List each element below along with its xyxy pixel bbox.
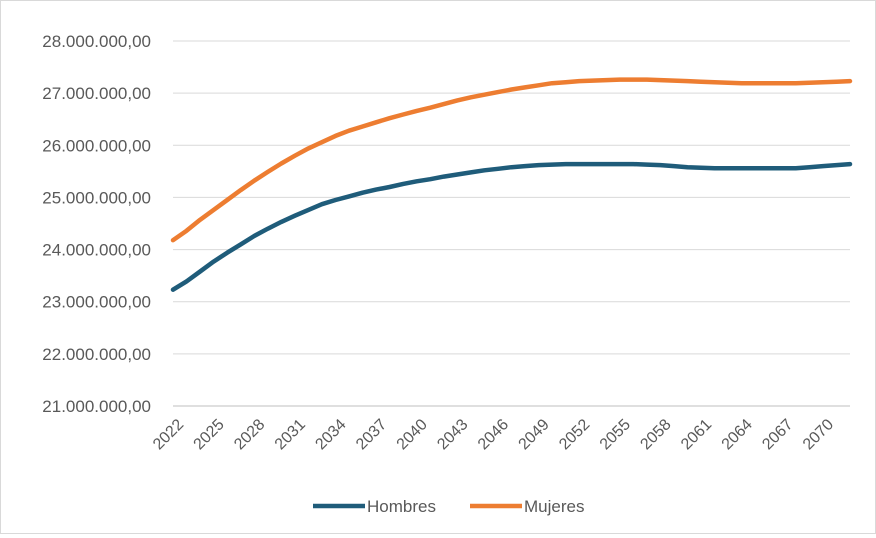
x-tick-label: 2034 xyxy=(312,416,349,453)
x-tick-label: 2061 xyxy=(678,416,715,453)
x-tick-label: 2046 xyxy=(475,416,512,453)
y-tick-label: 24.000.000,00 xyxy=(42,241,151,260)
x-tick-label: 2025 xyxy=(191,416,228,453)
y-tick-label: 21.000.000,00 xyxy=(42,397,151,416)
series-line-mujeres xyxy=(170,77,853,243)
y-axis-tick-labels: 21.000.000,00 22.000.000,00 23.000.000,00 2… xyxy=(42,32,151,416)
legend: Hombres Mujeres xyxy=(313,497,584,516)
y-tick-label: 28.000.000,00 xyxy=(42,32,151,51)
gridlines xyxy=(173,40,850,355)
legend-label-mujeres: Mujeres xyxy=(524,497,584,516)
y-tick-label: 26.000.000,00 xyxy=(42,136,151,155)
y-tick-label: 25.000.000,00 xyxy=(42,188,151,207)
y-tick-label: 22.000.000,00 xyxy=(42,345,151,364)
x-tick-label: 2022 xyxy=(150,416,187,453)
y-tick-label: 23.000.000,00 xyxy=(42,293,151,312)
x-tick-label: 2064 xyxy=(719,416,756,453)
x-tick-label: 2037 xyxy=(353,416,390,453)
x-tick-label: 2055 xyxy=(597,416,634,453)
y-tick-label: 27.000.000,00 xyxy=(42,84,151,103)
x-tick-label: 2052 xyxy=(556,416,593,453)
x-tick-label: 2058 xyxy=(637,416,674,453)
series-lines xyxy=(170,77,853,292)
series-line-hombres xyxy=(170,161,853,292)
x-tick-label: 2043 xyxy=(434,416,471,453)
x-tick-label: 2067 xyxy=(759,416,796,453)
x-tick-label: 2031 xyxy=(272,416,309,453)
x-tick-label: 2049 xyxy=(516,416,553,453)
x-tick-label: 2070 xyxy=(800,416,837,453)
x-tick-label: 2028 xyxy=(231,416,268,453)
x-tick-label: 2040 xyxy=(394,416,431,453)
x-axis-tick-labels: 2022 2025 2028 2031 2034 2037 2040 2043 2046 2049… xyxy=(150,416,837,453)
legend-label-hombres: Hombres xyxy=(367,497,436,516)
